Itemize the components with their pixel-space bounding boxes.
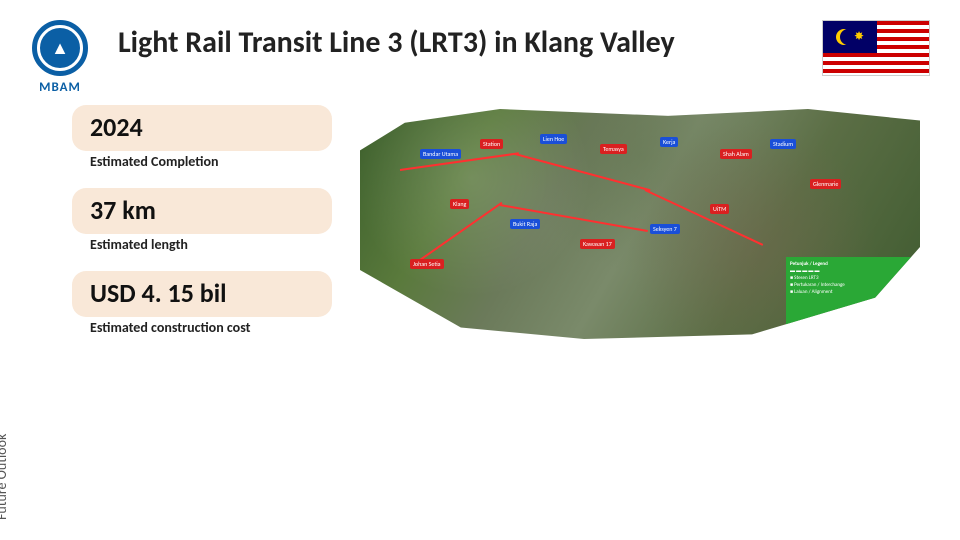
station-tag: Shah Alam [720,149,752,159]
station-tag: Bukit Raja [510,219,540,229]
stat-value: 2024 [72,105,332,151]
page-title: Light Rail Transit Line 3 (LRT3) in Klan… [118,20,678,62]
station-tag: Seksyen 7 [650,224,680,234]
stat-label: Estimated Completion [72,153,332,170]
station-tag: Station [480,139,503,149]
station-tag: Kawasan 17 [580,239,615,249]
station-tag: Stadium [770,139,796,149]
station-tag: Klang [450,199,469,209]
crescent-icon [836,29,852,45]
flag-canton: ✸ [823,21,877,53]
map-legend: Petunjuk / Legend ▬ ▬ ▬ ▬ ▬ ■ Stesen LRT… [786,257,916,335]
content-area: 2024 Estimated Completion 37 km Estimate… [0,105,960,475]
station-tag: UiTM [710,204,729,214]
stat-value: 37 km [72,188,332,234]
legend-title: Petunjuk / Legend [790,261,828,267]
logo-acronym: MBAM [20,80,100,95]
station-tag: Bandar Utama [420,149,461,159]
stats-column: 2024 Estimated Completion 37 km Estimate… [72,105,332,336]
star-icon: ✸ [854,31,864,43]
logo-badge: ▲ [32,20,88,76]
stat-value: USD 4. 15 bil [72,271,332,317]
stat-label: Estimated length [72,236,332,253]
section-label: Future Outlook [0,434,10,520]
logo-symbol: ▲ [51,37,69,59]
station-tag: Temasya [600,144,627,154]
stat-completion: 2024 Estimated Completion [72,105,332,170]
org-logo: ▲ MBAM [20,20,100,95]
station-tag: Johan Setia [410,259,444,269]
station-tag: Lien Hoe [540,134,567,144]
stat-cost: USD 4. 15 bil Estimated construction cos… [72,271,332,336]
stat-length: 37 km Estimated length [72,188,332,253]
malaysia-flag-icon: ✸ [822,20,930,76]
station-tag: Glenmarie [810,179,841,189]
header: ▲ MBAM Light Rail Transit Line 3 (LRT3) … [0,0,960,105]
stat-label: Estimated construction cost [72,319,332,336]
route-map: Bandar Utama Station Lien Hoe Temasya Kerja S… [360,109,920,339]
station-tag: Kerja [660,137,678,147]
